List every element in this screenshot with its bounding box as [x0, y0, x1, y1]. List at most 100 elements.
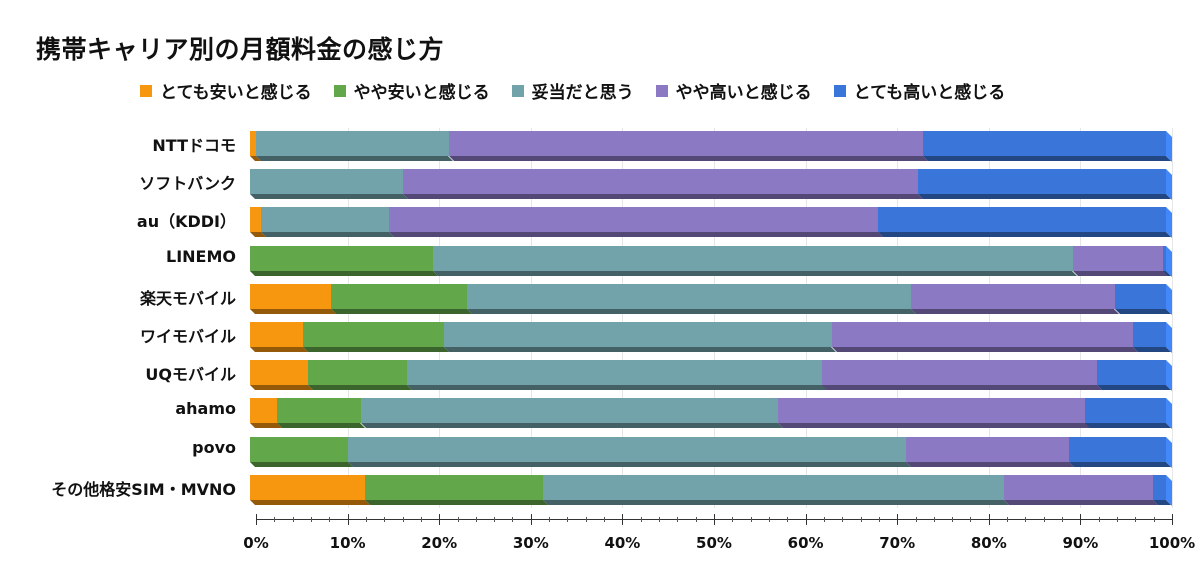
bar-end-cap: [1166, 398, 1172, 430]
bar-segment: [250, 207, 261, 233]
bar-segment: [433, 245, 1073, 271]
x-axis: [250, 514, 1173, 526]
bar-segment: [822, 360, 1098, 386]
bar-segment: [250, 245, 434, 271]
bar-row: povo: [0, 434, 1172, 468]
gridline: [622, 128, 624, 508]
legend-item: やや安いと感じる: [333, 78, 490, 103]
bar-segment: [406, 360, 823, 386]
minor-tick: [970, 517, 972, 522]
gridline: [988, 128, 990, 508]
bar-end-cap: [1166, 322, 1172, 353]
bar-segment: [330, 283, 468, 309]
gridline: [897, 128, 899, 508]
bar-segment: [365, 474, 544, 500]
x-tick-label: 0%: [243, 534, 269, 552]
bar-row: 楽天モバイル: [0, 281, 1172, 315]
bar-segment: [250, 398, 278, 424]
bar-segment: [1114, 283, 1166, 309]
bar-segment: [923, 131, 1166, 156]
minor-tick: [512, 517, 514, 522]
bar-segment: [250, 322, 304, 347]
legend-swatch-icon: [833, 84, 846, 97]
bar-segment: [250, 131, 257, 156]
bar-segment: [911, 283, 1115, 309]
major-tick: [1080, 514, 1082, 525]
minor-tick: [659, 517, 661, 522]
legend-item: とても高いと感じる: [833, 78, 1005, 103]
minor-tick: [475, 517, 477, 522]
legend-swatch-icon: [655, 84, 668, 97]
legend-swatch-icon: [140, 84, 152, 97]
minor-tick: [750, 517, 752, 522]
legend-item: とても安いと感じる: [140, 78, 312, 103]
minor-tick: [1007, 517, 1009, 522]
bar-segment: [303, 322, 445, 347]
minor-tick: [585, 517, 587, 522]
major-tick: [714, 514, 715, 525]
major-tick: [622, 514, 624, 525]
gridline: [1080, 128, 1082, 508]
major-tick: [1172, 514, 1173, 525]
legend-item: 妥当だと思う: [511, 78, 634, 103]
major-tick: [805, 514, 807, 525]
minor-tick: [677, 517, 679, 522]
stacked-bar: [250, 245, 1166, 271]
bar-segment: [348, 436, 906, 462]
minor-tick: [1043, 517, 1045, 522]
bar-end-cap: [1166, 245, 1172, 277]
minor-tick: [878, 517, 880, 522]
minor-tick: [952, 517, 954, 522]
stacked-bar: [250, 436, 1166, 462]
category-label: LINEMO: [166, 246, 236, 266]
stacked-bar: [250, 474, 1166, 500]
bar-segment: [250, 474, 366, 500]
bar-segment: [250, 283, 331, 309]
category-label: ahamo: [175, 399, 236, 419]
category-label: UQモバイル: [145, 365, 236, 385]
category-label: ワイモバイル: [139, 327, 236, 346]
bar-segment: [260, 207, 390, 233]
x-tick-label: 20%: [421, 534, 458, 552]
x-tick-label: 80%: [970, 534, 1007, 552]
gridline: [347, 128, 349, 508]
minor-tick: [842, 517, 844, 522]
bar-row: LINEMO: [0, 243, 1172, 277]
bar-segment: [1072, 245, 1164, 271]
bar-segment: [917, 169, 1166, 195]
major-tick: [439, 514, 441, 525]
bar-segment: [307, 360, 407, 386]
plot-area: NTTドコモ ソフトバンク au（KDDI） LINEMO 楽天モバイル ワイモバイル UQ…: [51, 128, 1173, 508]
minor-tick: [823, 517, 825, 522]
bar-end-cap: [1166, 474, 1172, 506]
minor-tick: [494, 517, 496, 522]
bar-segment: [878, 207, 1166, 233]
category-label: その他格安SIM・MVNO: [51, 479, 236, 499]
minor-tick: [915, 517, 917, 522]
bar-row: UQモバイル: [0, 357, 1172, 392]
minor-tick: [1153, 517, 1155, 522]
minor-tick: [787, 517, 789, 522]
minor-tick: [549, 517, 551, 522]
bar-segment: [250, 436, 348, 462]
legend-swatch-icon: [333, 84, 346, 97]
x-tick-label: 60%: [787, 534, 824, 552]
bar-segment: [543, 474, 1004, 500]
bar-end-cap: [1166, 207, 1172, 239]
x-tick-label: 10%: [329, 534, 366, 552]
bar-segment: [905, 436, 1069, 462]
stacked-bar: [250, 131, 1166, 156]
stacked-bar: [250, 207, 1166, 233]
gridline: [1172, 128, 1173, 508]
minor-tick: [1025, 517, 1027, 522]
stacked-bar: [250, 360, 1166, 386]
bar-segment: [402, 169, 918, 195]
minor-tick: [604, 517, 606, 522]
bar-segment: [1085, 398, 1166, 424]
bar-segment: [256, 131, 449, 156]
bar-segment: [250, 360, 308, 386]
bar-segment: [1068, 436, 1166, 462]
minor-tick: [695, 517, 697, 522]
bar-segment: [1153, 474, 1166, 500]
minor-tick: [640, 517, 642, 522]
